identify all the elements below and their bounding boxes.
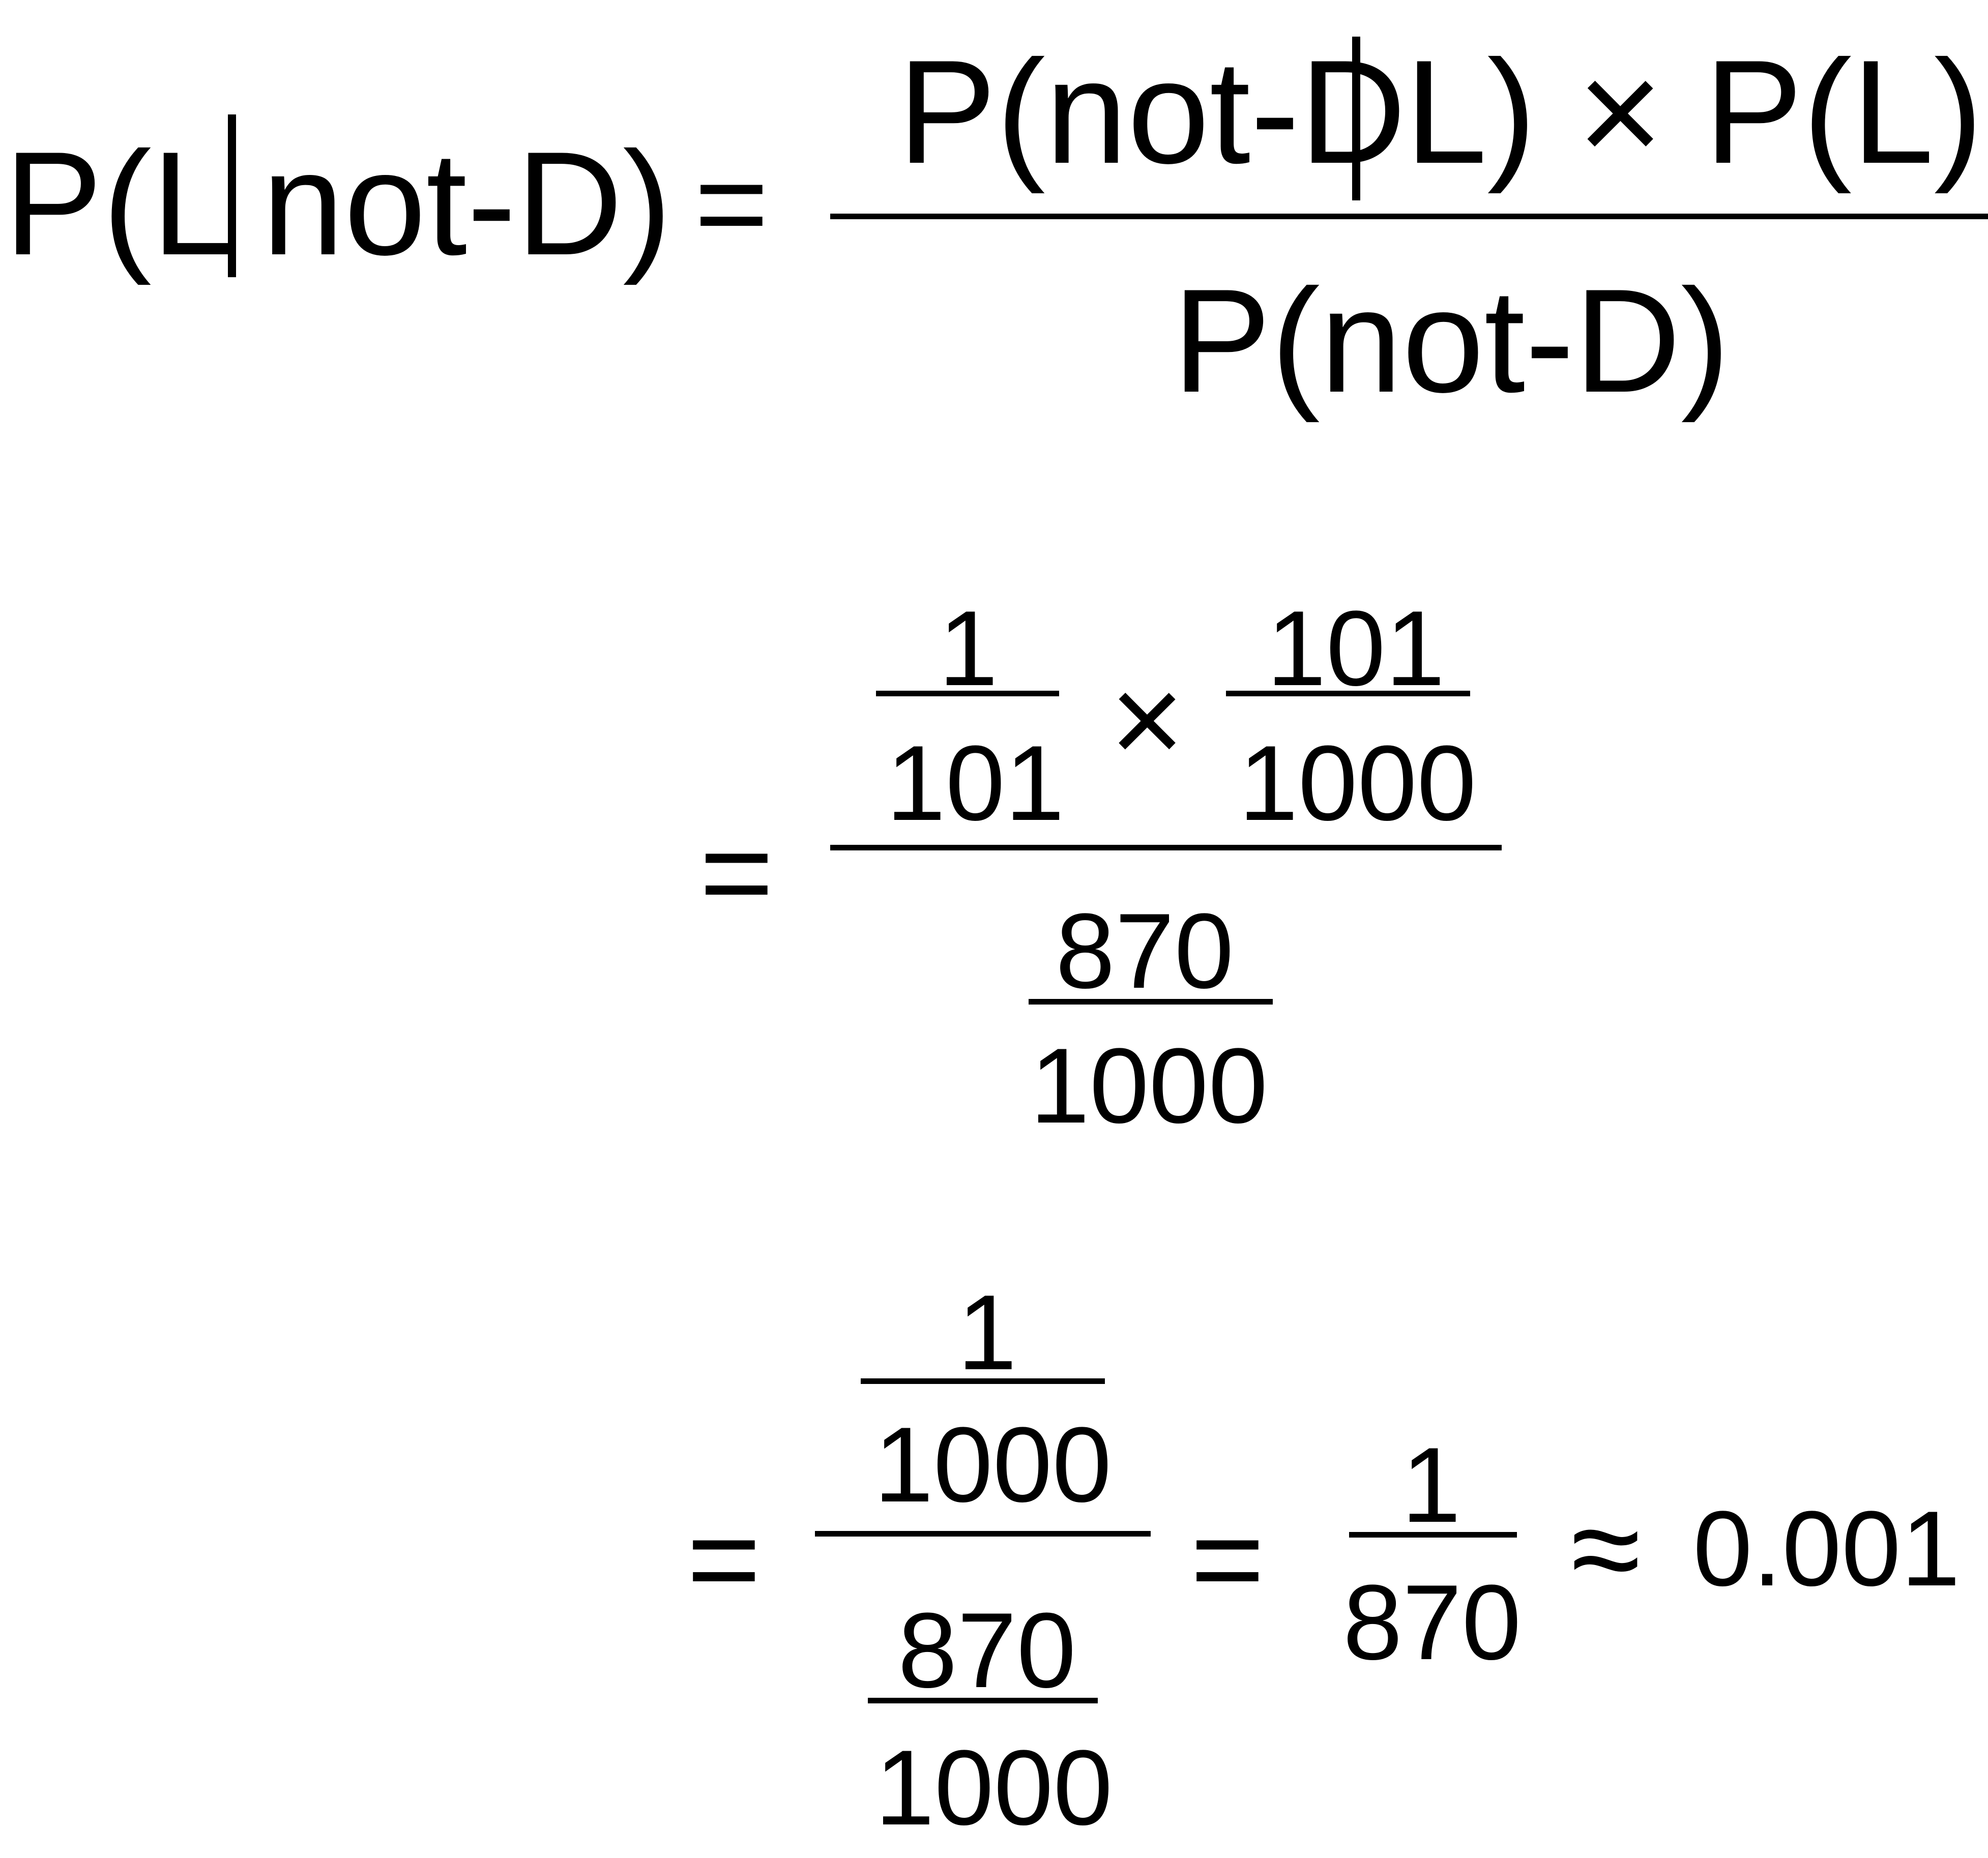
times-sign: ×: [1110, 648, 1184, 790]
frac-b-denominator: 1000: [1239, 723, 1477, 843]
equals-sign-line3-second: =: [1190, 1488, 1265, 1630]
approx-value: 0.001: [1693, 1489, 1961, 1608]
denominator-text: P(not-D): [1173, 258, 1730, 423]
den-frac-numerator: 870: [1056, 891, 1234, 1011]
top-frac-denominator: 1000: [874, 1405, 1112, 1524]
equals-sign-line1: =: [694, 132, 769, 274]
result-numerator: 1: [1401, 1425, 1461, 1545]
frac-b-numerator: 101: [1267, 588, 1445, 708]
top-frac-bar: [861, 1378, 1105, 1384]
frac-a-denominator: 101: [886, 723, 1065, 843]
frac-a-bar: [876, 691, 1059, 696]
approx-sign: ≈: [1571, 1478, 1641, 1619]
frac-b-bar: [1226, 691, 1470, 696]
substitution-fraction-bar: [830, 845, 1502, 850]
result-denominator: 870: [1343, 1562, 1522, 1682]
bottom-frac-bar: [868, 1698, 1098, 1703]
result-bar: [1349, 1532, 1517, 1538]
frac-a-numerator: 1: [939, 588, 998, 708]
given-bar-lhs: [228, 114, 236, 277]
den-frac-denominator: 1000: [1030, 1026, 1268, 1145]
equals-sign-line3-first: =: [687, 1488, 761, 1630]
bottom-frac-denominator: 1000: [875, 1728, 1113, 1847]
lhs-open-text: P(L: [4, 121, 234, 286]
result-fraction-bar: [815, 1531, 1151, 1537]
numerator-left-text: P(not-D: [898, 30, 1407, 194]
lhs-close-text: not-D): [262, 121, 672, 286]
den-frac-bar: [1029, 999, 1273, 1005]
numerator-right-text: L) × P(L): [1405, 30, 1983, 194]
top-frac-numerator: 1: [957, 1273, 1017, 1392]
equals-sign-line2: =: [699, 801, 774, 943]
main-fraction-bar: [830, 214, 1988, 219]
given-bar-numerator: [1352, 37, 1360, 200]
bottom-frac-numerator: 870: [898, 1590, 1076, 1710]
